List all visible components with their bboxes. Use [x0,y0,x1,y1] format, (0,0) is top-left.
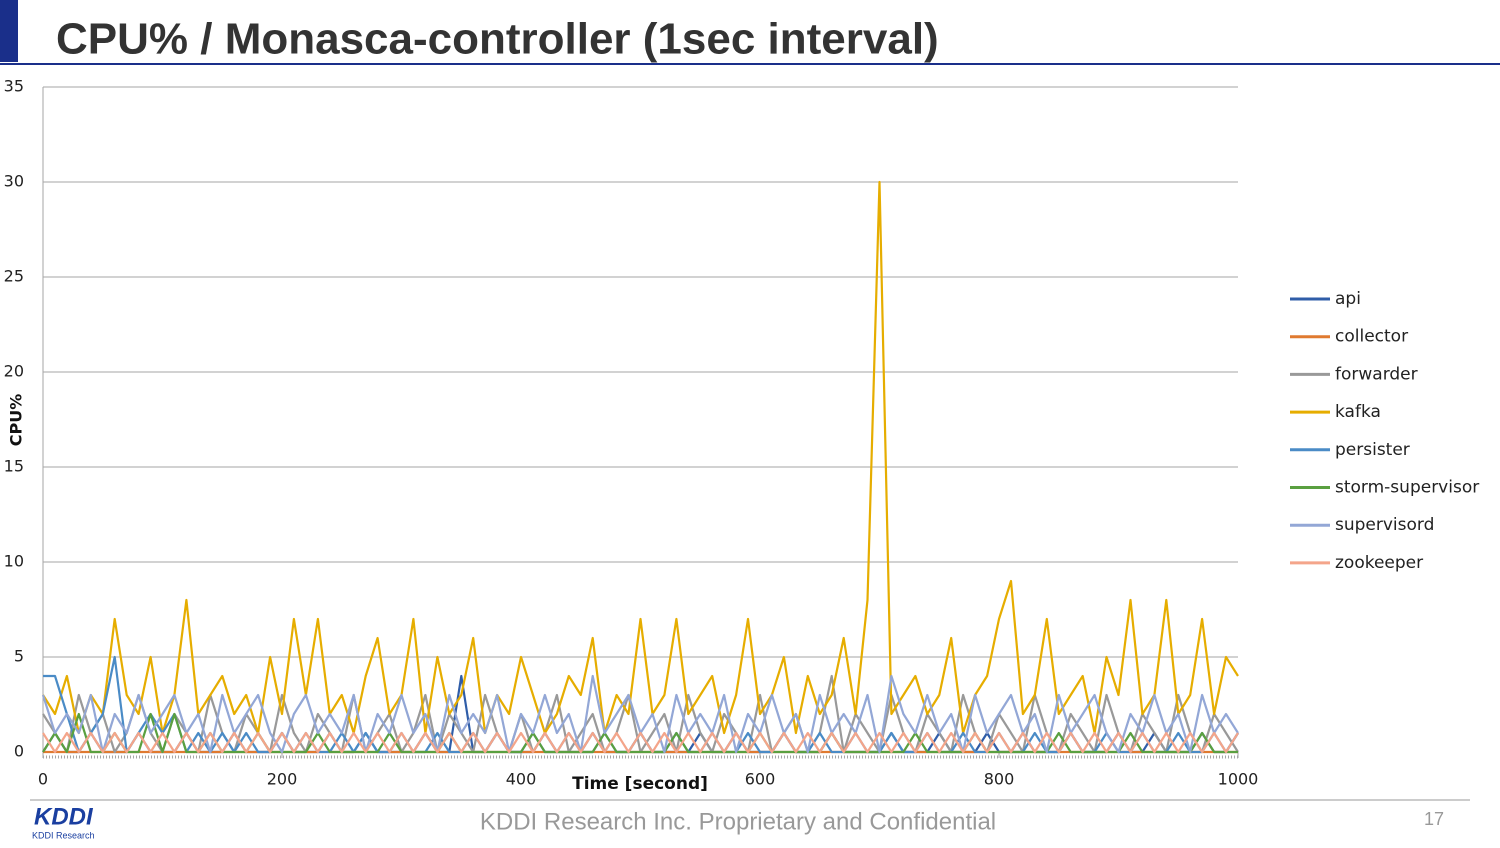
legend-label: collector [1335,327,1408,347]
legend-label: persister [1335,440,1410,460]
title-accent [0,0,18,62]
series-line [42,180,1239,735]
y-tick-label: 25 [4,267,24,286]
x-tick-label: 200 [267,770,298,789]
y-tick-label: 20 [4,362,24,381]
logo-sub: KDDI Research [32,830,95,840]
page-number: 17 [1424,809,1444,829]
chart: 0 5 10 15 20 25 30 35 0 200 400 600 800 1000 Time [sec… [4,77,1480,795]
y-tick-label: 35 [4,77,24,96]
legend-label: zookeeper [1335,553,1423,573]
x-tick-label: 1000 [1218,770,1259,789]
y-tick-label: 0 [14,742,24,761]
legend-label: storm-supervisor [1335,478,1479,498]
series-line [42,712,1238,754]
x-tick-label: 400 [506,770,537,789]
y-axis-title: CPU% [7,394,26,447]
footer-text: KDDI Research Inc. Proprietary and Confi… [480,808,996,835]
y-tick-label: 5 [14,647,24,666]
series-line [42,731,1239,754]
legend-label: api [1335,289,1361,309]
series-line [43,655,1239,754]
y-tick-label: 30 [4,172,24,191]
x-tick-label: 600 [745,770,776,789]
logo: KDDI [34,803,94,830]
legend-label: kafka [1335,402,1381,422]
x-tick-label: 0 [38,770,48,789]
y-tick-label: 10 [4,552,24,571]
legend-label: forwarder [1335,364,1418,384]
y-tick-label: 15 [4,457,24,476]
legend-label: supervisord [1335,515,1434,535]
x-axis-title: Time [second] [572,774,708,794]
x-tick-label: 800 [984,770,1015,789]
slide-title: CPU% / Monasca-controller (1sec interval… [56,15,939,64]
